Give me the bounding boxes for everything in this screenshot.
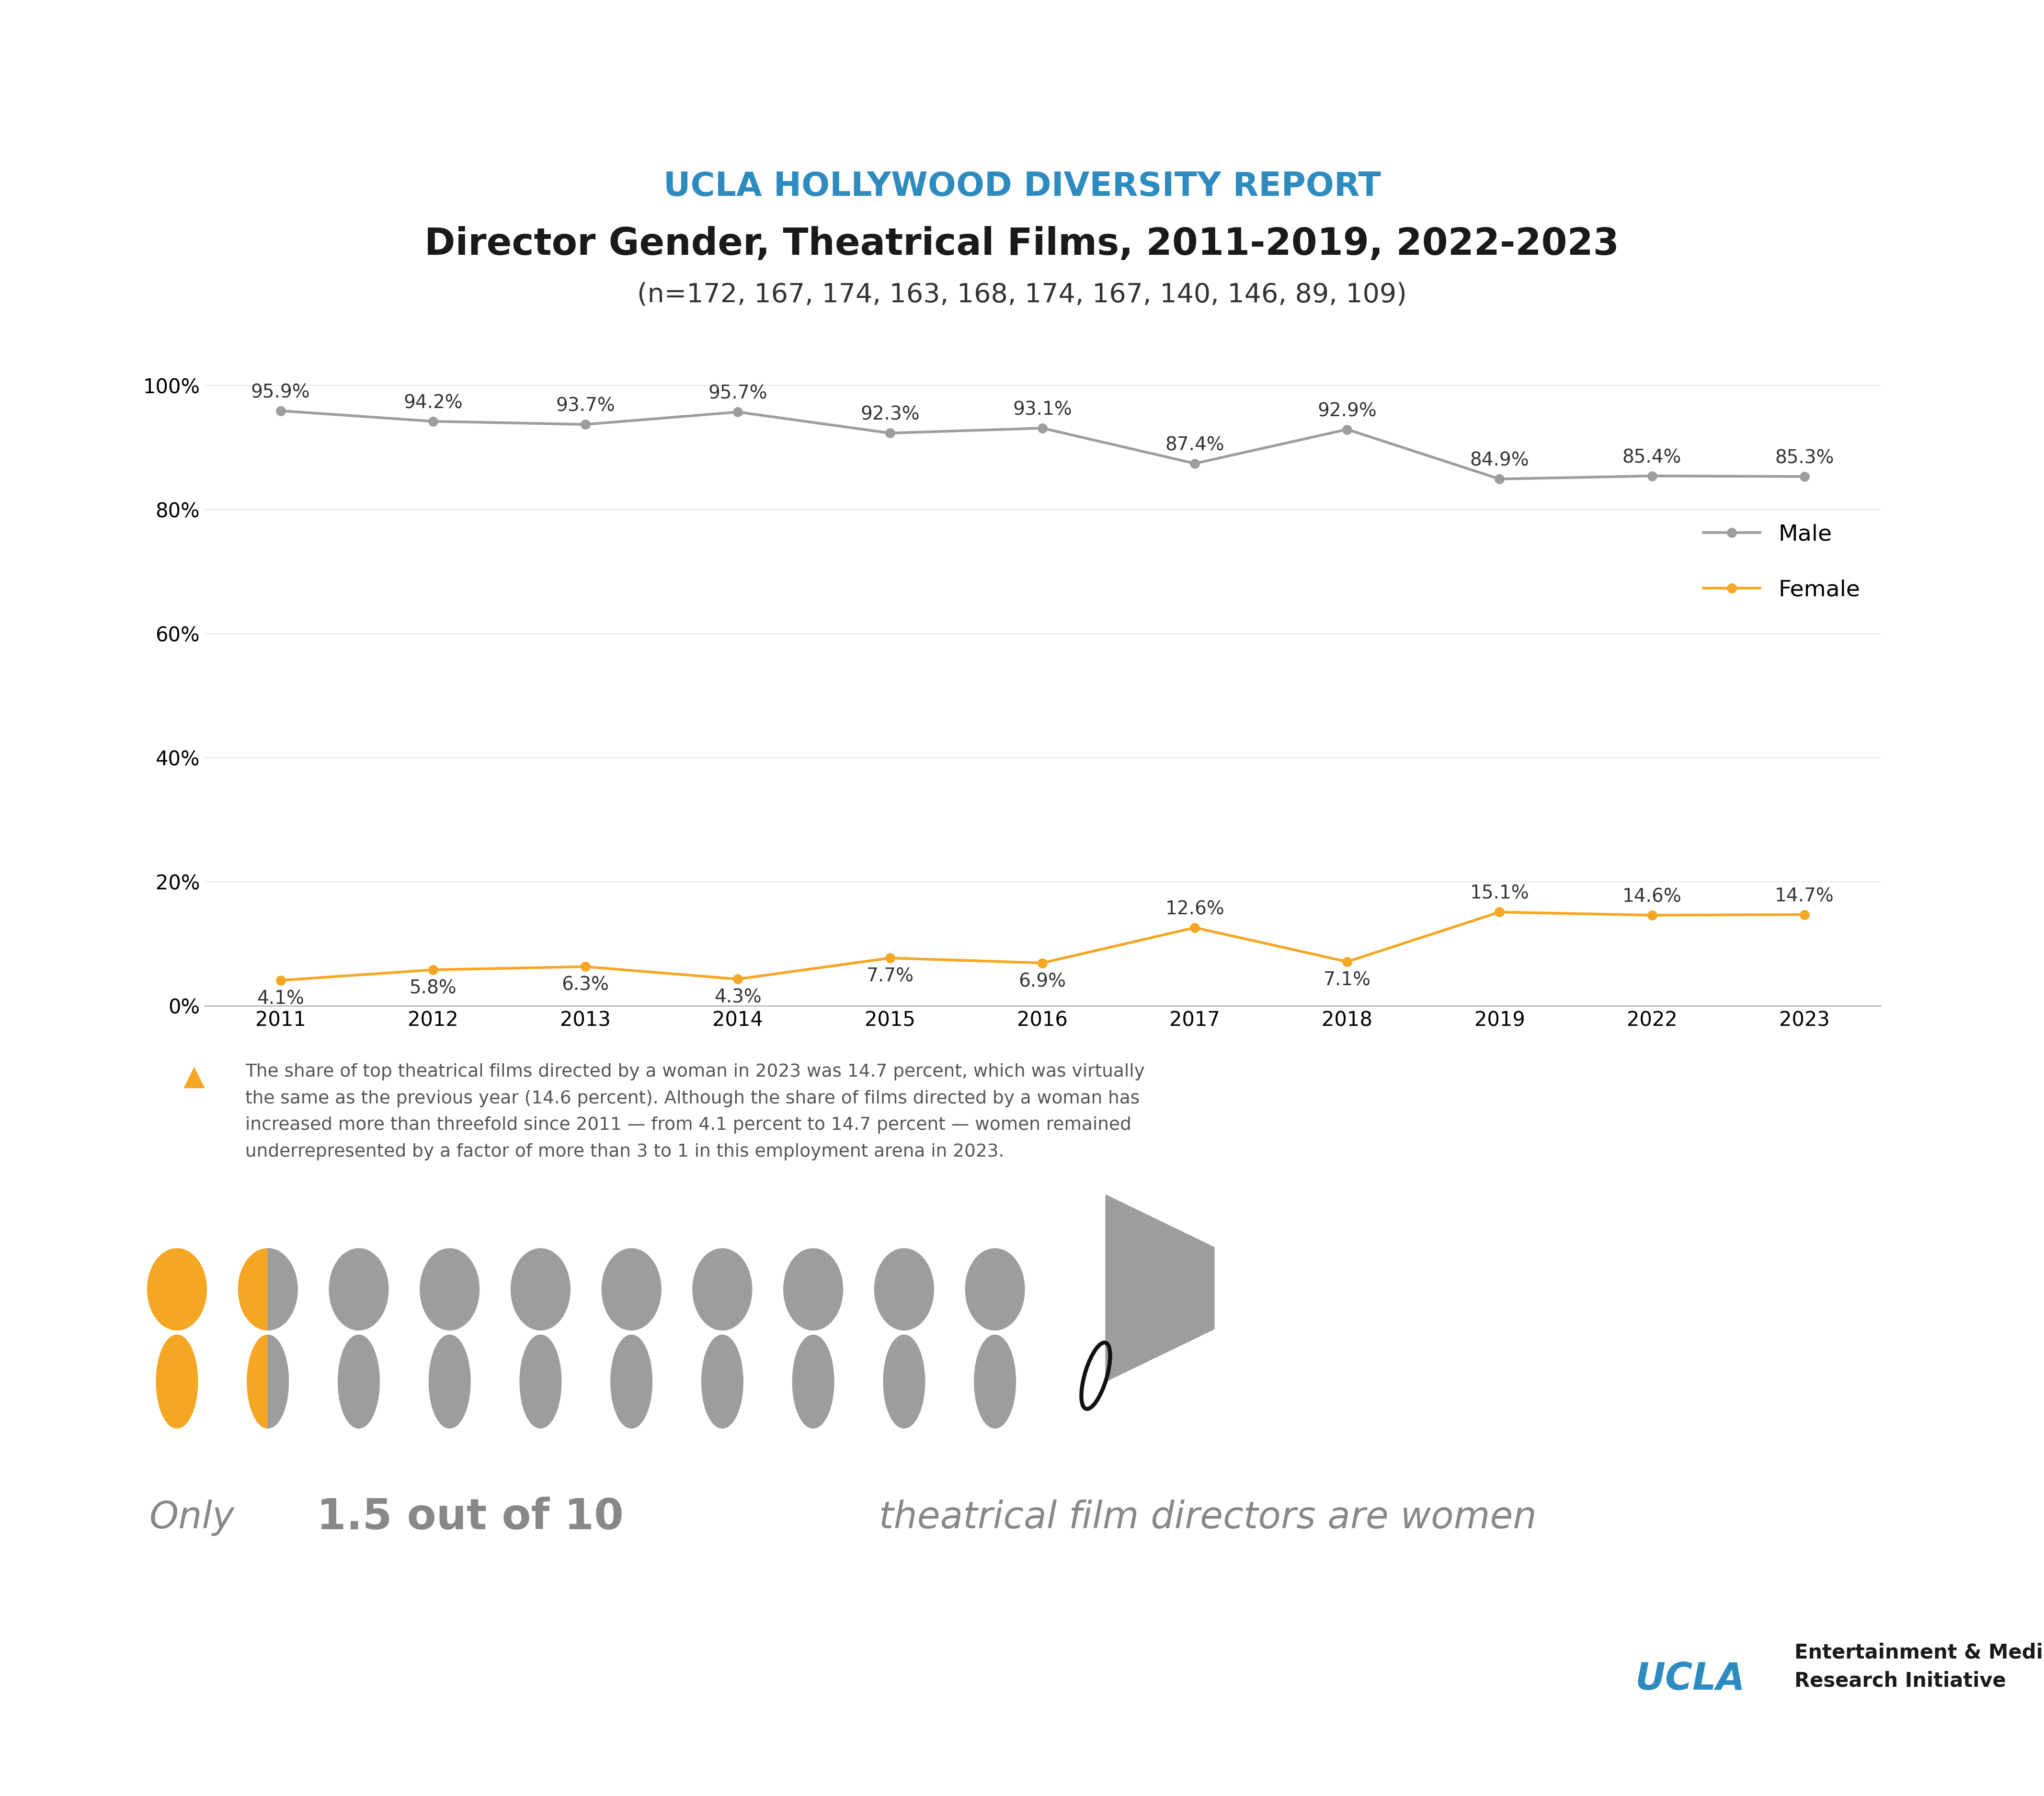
Text: 6.3%: 6.3% bbox=[562, 975, 609, 995]
Female bbox=[877, 946, 901, 968]
Text: Only: Only bbox=[149, 1500, 235, 1536]
Text: 1.5 out of 10: 1.5 out of 10 bbox=[317, 1496, 623, 1539]
Text: Entertainment & Media
Research Initiative: Entertainment & Media Research Initiativ… bbox=[1795, 1643, 2044, 1690]
Text: The share of top theatrical films directed by a woman in 2023 was 14.7 percent, : The share of top theatrical films direct… bbox=[245, 1063, 1145, 1160]
Text: Director Gender, Theatrical Films, 2011-2019, 2022-2023: Director Gender, Theatrical Films, 2011-… bbox=[425, 226, 1619, 262]
Ellipse shape bbox=[783, 1248, 842, 1331]
Polygon shape bbox=[1106, 1194, 1214, 1381]
Text: 7.1%: 7.1% bbox=[1322, 972, 1372, 990]
Ellipse shape bbox=[419, 1248, 478, 1331]
Ellipse shape bbox=[965, 1248, 1024, 1331]
Text: 93.7%: 93.7% bbox=[556, 397, 615, 415]
Female bbox=[1030, 952, 1055, 973]
Polygon shape bbox=[268, 1334, 288, 1428]
Ellipse shape bbox=[875, 1248, 934, 1331]
Text: UCLA: UCLA bbox=[1635, 1661, 1746, 1697]
Polygon shape bbox=[268, 1248, 298, 1331]
Female bbox=[1488, 902, 1513, 923]
Female bbox=[726, 968, 750, 990]
Text: 4.1%: 4.1% bbox=[258, 990, 305, 1008]
Polygon shape bbox=[239, 1248, 268, 1331]
Male bbox=[421, 411, 446, 433]
Male bbox=[1030, 417, 1055, 438]
Text: 85.3%: 85.3% bbox=[1774, 449, 1833, 467]
Ellipse shape bbox=[519, 1334, 562, 1428]
Legend: Male, Female: Male, Female bbox=[1694, 515, 1868, 609]
Ellipse shape bbox=[611, 1334, 652, 1428]
Ellipse shape bbox=[155, 1334, 198, 1428]
Ellipse shape bbox=[329, 1248, 388, 1331]
Female bbox=[421, 959, 446, 981]
Male bbox=[268, 401, 292, 422]
Ellipse shape bbox=[511, 1248, 570, 1331]
Text: 93.1%: 93.1% bbox=[1012, 401, 1073, 418]
Text: 95.7%: 95.7% bbox=[707, 384, 766, 402]
Text: 4.3%: 4.3% bbox=[713, 988, 760, 1006]
Male bbox=[1335, 418, 1359, 440]
Text: 14.6%: 14.6% bbox=[1623, 887, 1682, 905]
Line: Male: Male bbox=[276, 406, 1809, 483]
Polygon shape bbox=[247, 1334, 268, 1428]
Line: Female: Female bbox=[276, 907, 1809, 984]
Female bbox=[1793, 903, 1817, 925]
Text: 12.6%: 12.6% bbox=[1165, 900, 1224, 918]
Ellipse shape bbox=[701, 1334, 744, 1428]
Text: 94.2%: 94.2% bbox=[403, 393, 462, 411]
Text: (n=172, 167, 174, 163, 168, 174, 167, 140, 146, 89, 109): (n=172, 167, 174, 163, 168, 174, 167, 14… bbox=[638, 282, 1406, 307]
Male bbox=[1793, 465, 1817, 487]
Female bbox=[1639, 905, 1664, 927]
Female bbox=[1183, 916, 1208, 938]
Ellipse shape bbox=[337, 1334, 380, 1428]
Male bbox=[572, 413, 597, 435]
Ellipse shape bbox=[429, 1334, 470, 1428]
Text: 92.3%: 92.3% bbox=[861, 406, 920, 424]
Female bbox=[268, 970, 292, 991]
Ellipse shape bbox=[601, 1248, 660, 1331]
Text: ▲: ▲ bbox=[184, 1063, 204, 1090]
Male bbox=[1488, 469, 1513, 490]
Text: 5.8%: 5.8% bbox=[409, 979, 456, 997]
Male bbox=[1639, 465, 1664, 487]
Ellipse shape bbox=[975, 1334, 1016, 1428]
Text: 84.9%: 84.9% bbox=[1470, 451, 1529, 471]
Text: theatrical film directors are women: theatrical film directors are women bbox=[879, 1500, 1537, 1536]
Female bbox=[572, 955, 597, 977]
Male bbox=[1183, 453, 1208, 474]
Text: 85.4%: 85.4% bbox=[1623, 449, 1682, 467]
Text: 92.9%: 92.9% bbox=[1318, 402, 1378, 420]
Ellipse shape bbox=[883, 1334, 924, 1428]
Text: 95.9%: 95.9% bbox=[251, 383, 311, 402]
Text: 14.7%: 14.7% bbox=[1774, 887, 1833, 905]
Text: UCLA HOLLYWOOD DIVERSITY REPORT: UCLA HOLLYWOOD DIVERSITY REPORT bbox=[662, 171, 1382, 203]
Male bbox=[877, 422, 901, 444]
Male bbox=[726, 401, 750, 422]
Text: 87.4%: 87.4% bbox=[1165, 436, 1224, 454]
Text: 15.1%: 15.1% bbox=[1470, 885, 1529, 903]
Female bbox=[1335, 950, 1359, 972]
Ellipse shape bbox=[147, 1248, 206, 1331]
Ellipse shape bbox=[793, 1334, 834, 1428]
Ellipse shape bbox=[693, 1248, 752, 1331]
Text: 7.7%: 7.7% bbox=[867, 968, 914, 986]
Text: 6.9%: 6.9% bbox=[1018, 972, 1067, 990]
